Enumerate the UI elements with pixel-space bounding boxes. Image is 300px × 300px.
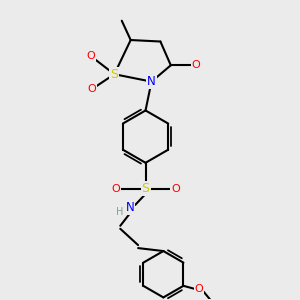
Text: S: S [110, 68, 118, 81]
Text: O: O [171, 184, 180, 194]
Text: N: N [147, 75, 156, 88]
Text: O: O [111, 184, 120, 194]
Text: N: N [126, 202, 134, 214]
Text: S: S [142, 182, 149, 195]
Text: O: O [86, 51, 95, 62]
Text: O: O [192, 60, 200, 70]
Text: O: O [88, 84, 96, 94]
Text: O: O [194, 284, 203, 294]
Text: H: H [116, 207, 123, 218]
